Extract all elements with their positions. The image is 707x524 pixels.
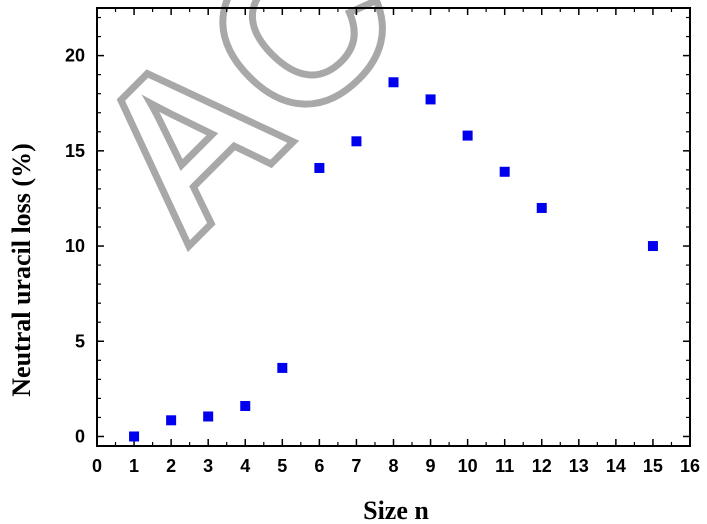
x-tick-label: 3 <box>203 456 213 476</box>
data-point <box>425 94 436 105</box>
data-point <box>388 77 399 88</box>
x-tick-label: 2 <box>166 456 176 476</box>
x-tick-label: 9 <box>426 456 436 476</box>
data-point <box>314 162 325 173</box>
y-tick-label: 15 <box>65 141 85 161</box>
data-point <box>647 241 658 252</box>
x-tick-label: 5 <box>277 456 287 476</box>
data-point <box>536 202 547 213</box>
x-tick-label: 8 <box>388 456 398 476</box>
data-point <box>462 130 473 141</box>
data-point <box>499 166 510 177</box>
x-tick-labels: 0 1 2 3 4 5 6 7 8 9 10 11 12 13 14 15 16 <box>92 456 700 476</box>
y-tick-label: 5 <box>75 331 85 351</box>
y-tick-label: 0 <box>75 426 85 446</box>
x-tick-label: 6 <box>314 456 324 476</box>
x-tick-label: 11 <box>495 456 514 476</box>
x-tick-label: 13 <box>569 456 589 476</box>
x-tick-label: 10 <box>458 456 478 476</box>
x-tick-label: 16 <box>680 456 700 476</box>
y-tick-labels: 0 5 10 15 20 <box>65 46 85 447</box>
x-tick-label: 12 <box>532 456 552 476</box>
data-points <box>129 77 658 442</box>
y-axis-label: Neutral uracil loss (%) <box>7 143 36 396</box>
data-point <box>351 136 362 147</box>
x-tick-label: 7 <box>351 456 361 476</box>
x-tick-label: 0 <box>92 456 102 476</box>
data-point <box>129 431 140 442</box>
data-point <box>166 415 177 426</box>
data-point <box>240 401 251 412</box>
x-tick-label: 14 <box>606 456 626 476</box>
y-tick-label: 20 <box>65 46 85 66</box>
x-tick-label: 1 <box>129 456 139 476</box>
watermark-text: ACC <box>44 0 555 283</box>
x-tick-label: 15 <box>643 456 663 476</box>
x-axis-label: Size n <box>363 496 429 524</box>
watermark: ACC <box>41 0 559 287</box>
axis-ticks <box>96 8 691 446</box>
y-tick-label: 10 <box>65 236 85 256</box>
data-point <box>277 362 288 373</box>
x-tick-label: 4 <box>240 456 250 476</box>
data-point <box>203 411 214 422</box>
